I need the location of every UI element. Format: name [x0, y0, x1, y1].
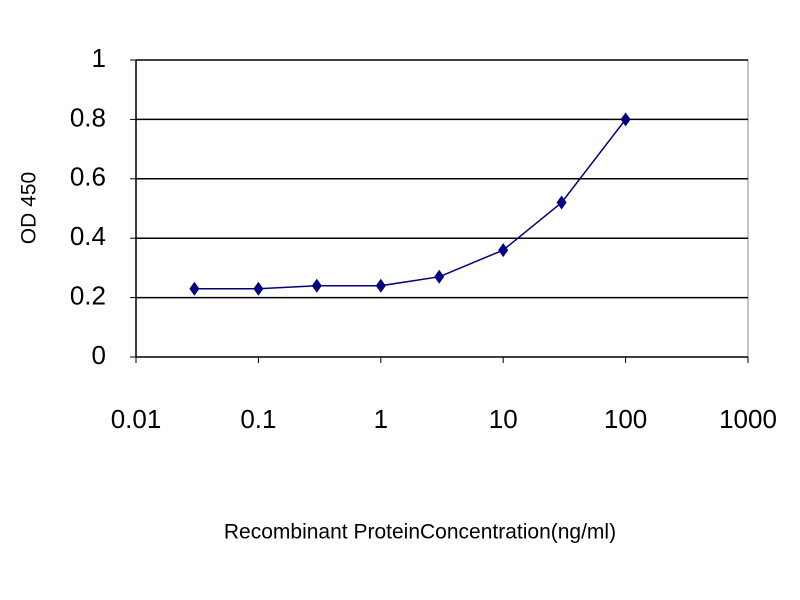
x-tick-label: 1	[374, 404, 388, 434]
data-point	[189, 281, 200, 296]
x-tick-label: 0.1	[240, 404, 276, 434]
data-point	[498, 243, 509, 258]
data-line	[194, 118, 627, 290]
data-point	[620, 112, 631, 127]
y-tick-label: 0.4	[70, 221, 106, 251]
x-axis-title: Recombinant ProteinConcentration(ng/ml)	[224, 521, 616, 544]
y-tick-label: 0.6	[70, 162, 106, 192]
y-tick-label: 0.8	[70, 102, 106, 132]
data-point	[311, 278, 322, 293]
y-axis-title: OD 450	[18, 172, 41, 244]
x-tick-label: 10	[489, 404, 518, 434]
data-point	[253, 281, 264, 296]
y-tick-label: 0.2	[70, 280, 106, 310]
data-point	[434, 269, 445, 284]
y-tick-label: 0	[92, 340, 106, 370]
data-point	[556, 195, 567, 210]
y-tick-label: 1	[92, 43, 106, 73]
data-point	[375, 278, 386, 293]
x-tick-label: 100	[604, 404, 647, 434]
plot-frame	[135, 59, 749, 358]
x-tick-label: 1000	[719, 404, 777, 434]
x-tick-label: 0.01	[111, 404, 162, 434]
